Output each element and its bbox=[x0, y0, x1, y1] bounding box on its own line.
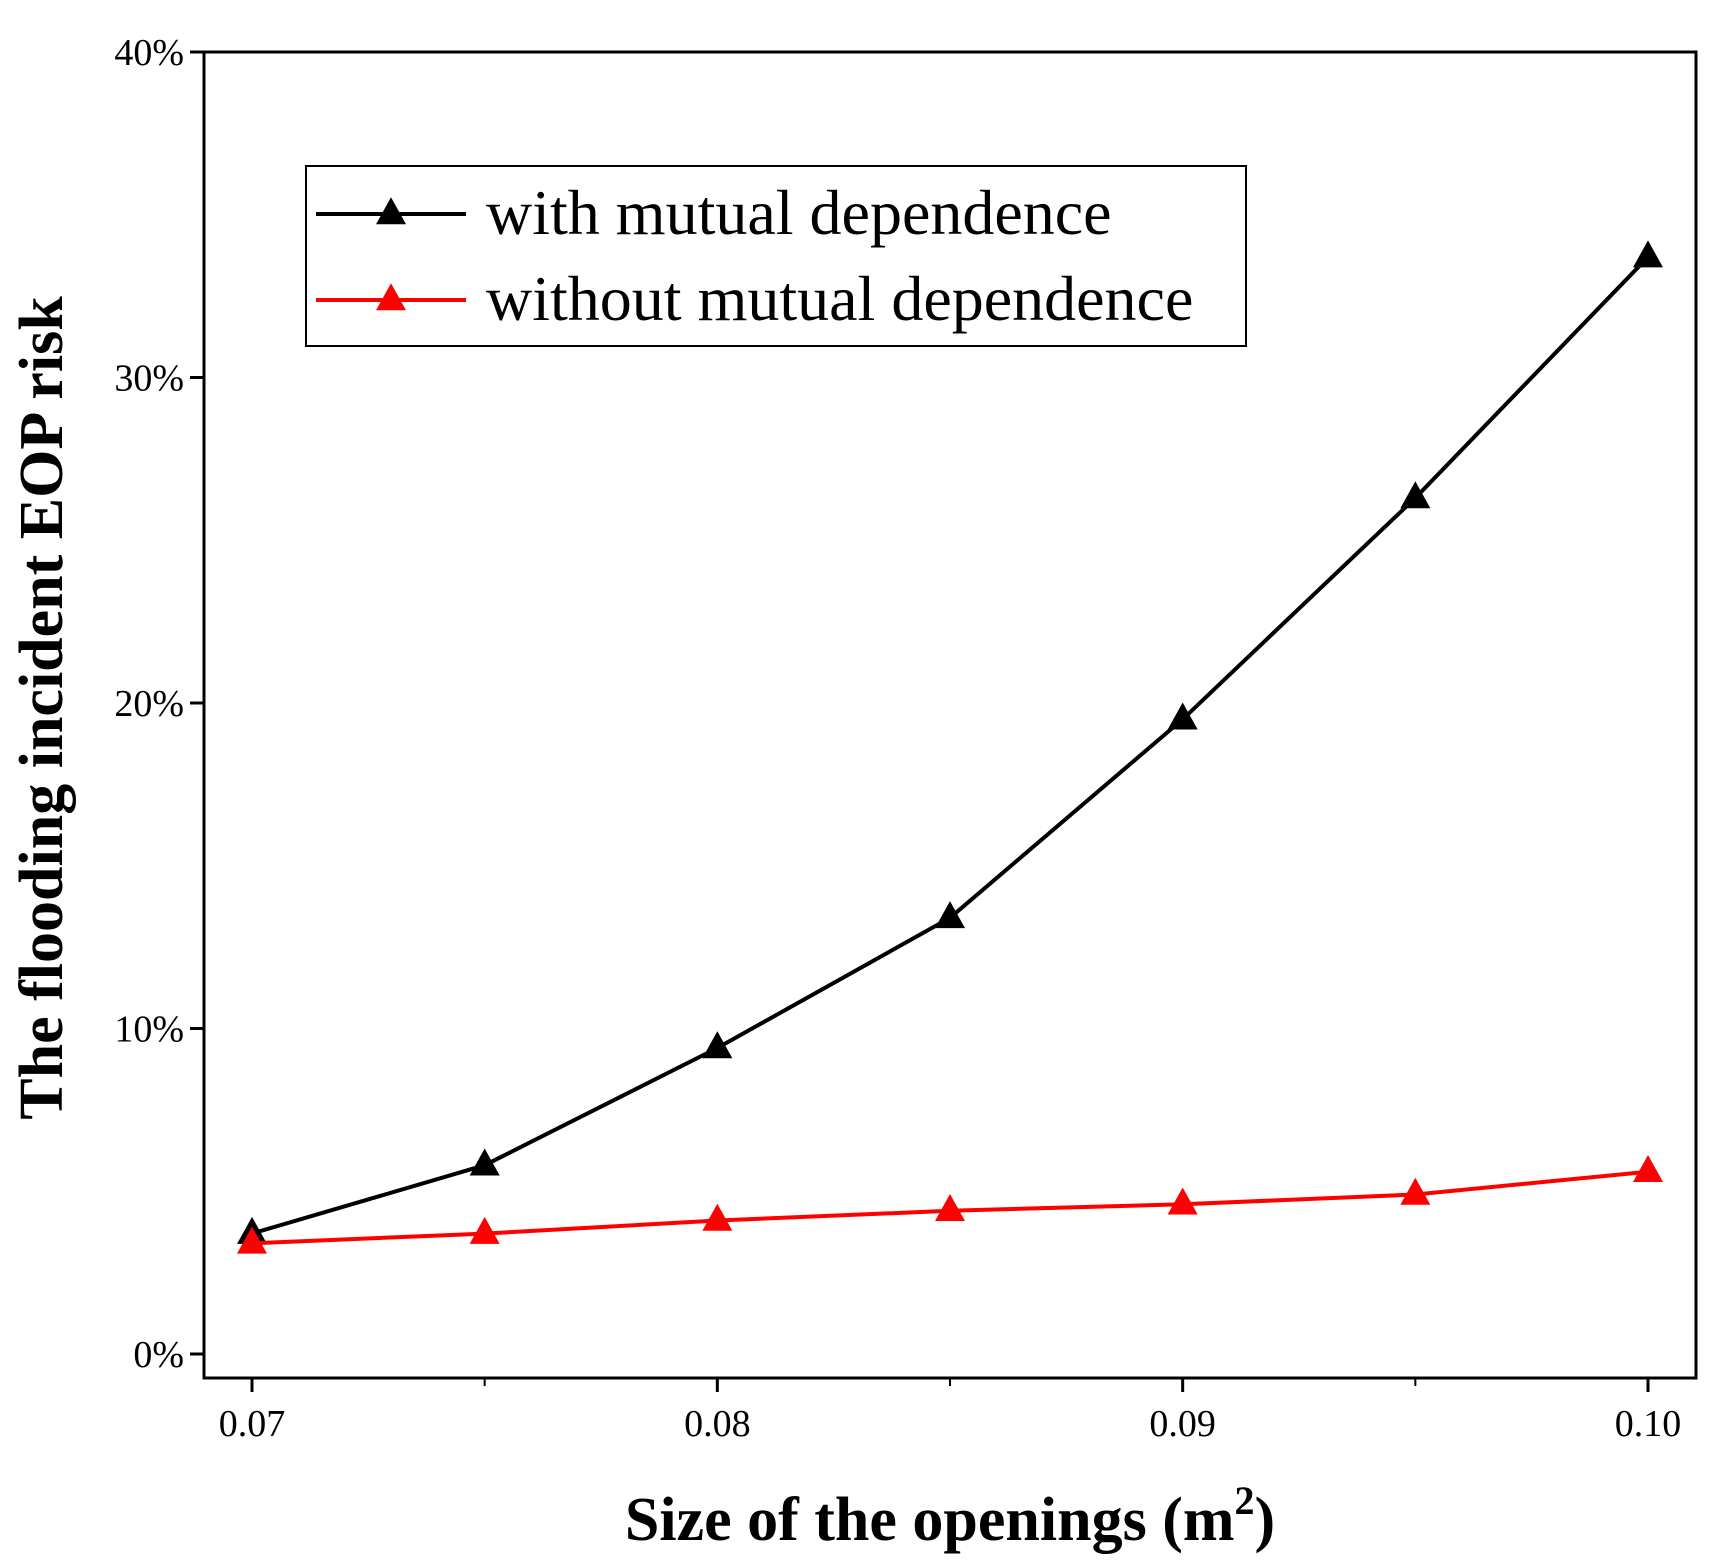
data-point-marker bbox=[1167, 702, 1198, 730]
y-tick-label: 0% bbox=[133, 1334, 184, 1376]
legend-label: with mutual dependence bbox=[486, 177, 1112, 248]
data-point-marker bbox=[1167, 1187, 1198, 1215]
data-point-marker bbox=[935, 901, 965, 929]
x-axis-title-superscript: 2 bbox=[1235, 1478, 1255, 1523]
axis-ticks: 0.07 0.08 0.09 0.10 0% 10% 20% 30% 40% bbox=[114, 32, 1681, 1445]
data-point-marker bbox=[702, 1203, 733, 1231]
y-tick-label: 10% bbox=[114, 1009, 184, 1051]
legend-items: with mutual dependence without mutual dep… bbox=[316, 177, 1193, 334]
legend-box bbox=[305, 165, 1247, 347]
y-tick-label: 20% bbox=[114, 683, 184, 725]
legend-marker bbox=[376, 197, 406, 225]
x-tick-label: 0.10 bbox=[1615, 1403, 1682, 1445]
data-point-marker bbox=[469, 1148, 500, 1176]
legend-item: with mutual dependence bbox=[316, 177, 1112, 248]
legend-label: without mutual dependence bbox=[486, 263, 1193, 334]
x-tick-label: 0.08 bbox=[684, 1403, 751, 1445]
legend: with mutual dependence without mutual dep… bbox=[305, 165, 1247, 347]
data-point-marker bbox=[469, 1216, 500, 1244]
data-point-marker bbox=[1633, 1154, 1663, 1182]
series-1 bbox=[237, 240, 1663, 1244]
series-group bbox=[237, 240, 1663, 1254]
data-point-marker bbox=[1400, 481, 1431, 509]
legend-marker bbox=[376, 283, 406, 311]
x-tick-label: 0.09 bbox=[1149, 1403, 1216, 1445]
data-point-marker bbox=[1633, 240, 1663, 268]
x-axis-title: Size of the openings (m2) bbox=[625, 1478, 1275, 1554]
x-axis-title-suffix: ) bbox=[1255, 1486, 1276, 1554]
legend-item: without mutual dependence bbox=[316, 263, 1193, 334]
series-2 bbox=[237, 1154, 1663, 1254]
data-point-marker bbox=[1400, 1177, 1431, 1205]
x-tick-label: 0.07 bbox=[219, 1403, 286, 1445]
y-axis-title: The flooding incident EOP risk bbox=[8, 296, 76, 1120]
y-tick-label: 30% bbox=[114, 358, 184, 400]
data-point-marker bbox=[702, 1031, 733, 1059]
x-axis-title-main: Size of the openings (m bbox=[625, 1486, 1235, 1554]
data-point-marker bbox=[237, 1226, 267, 1254]
y-tick-label: 40% bbox=[114, 32, 184, 74]
data-point-marker bbox=[935, 1194, 965, 1222]
